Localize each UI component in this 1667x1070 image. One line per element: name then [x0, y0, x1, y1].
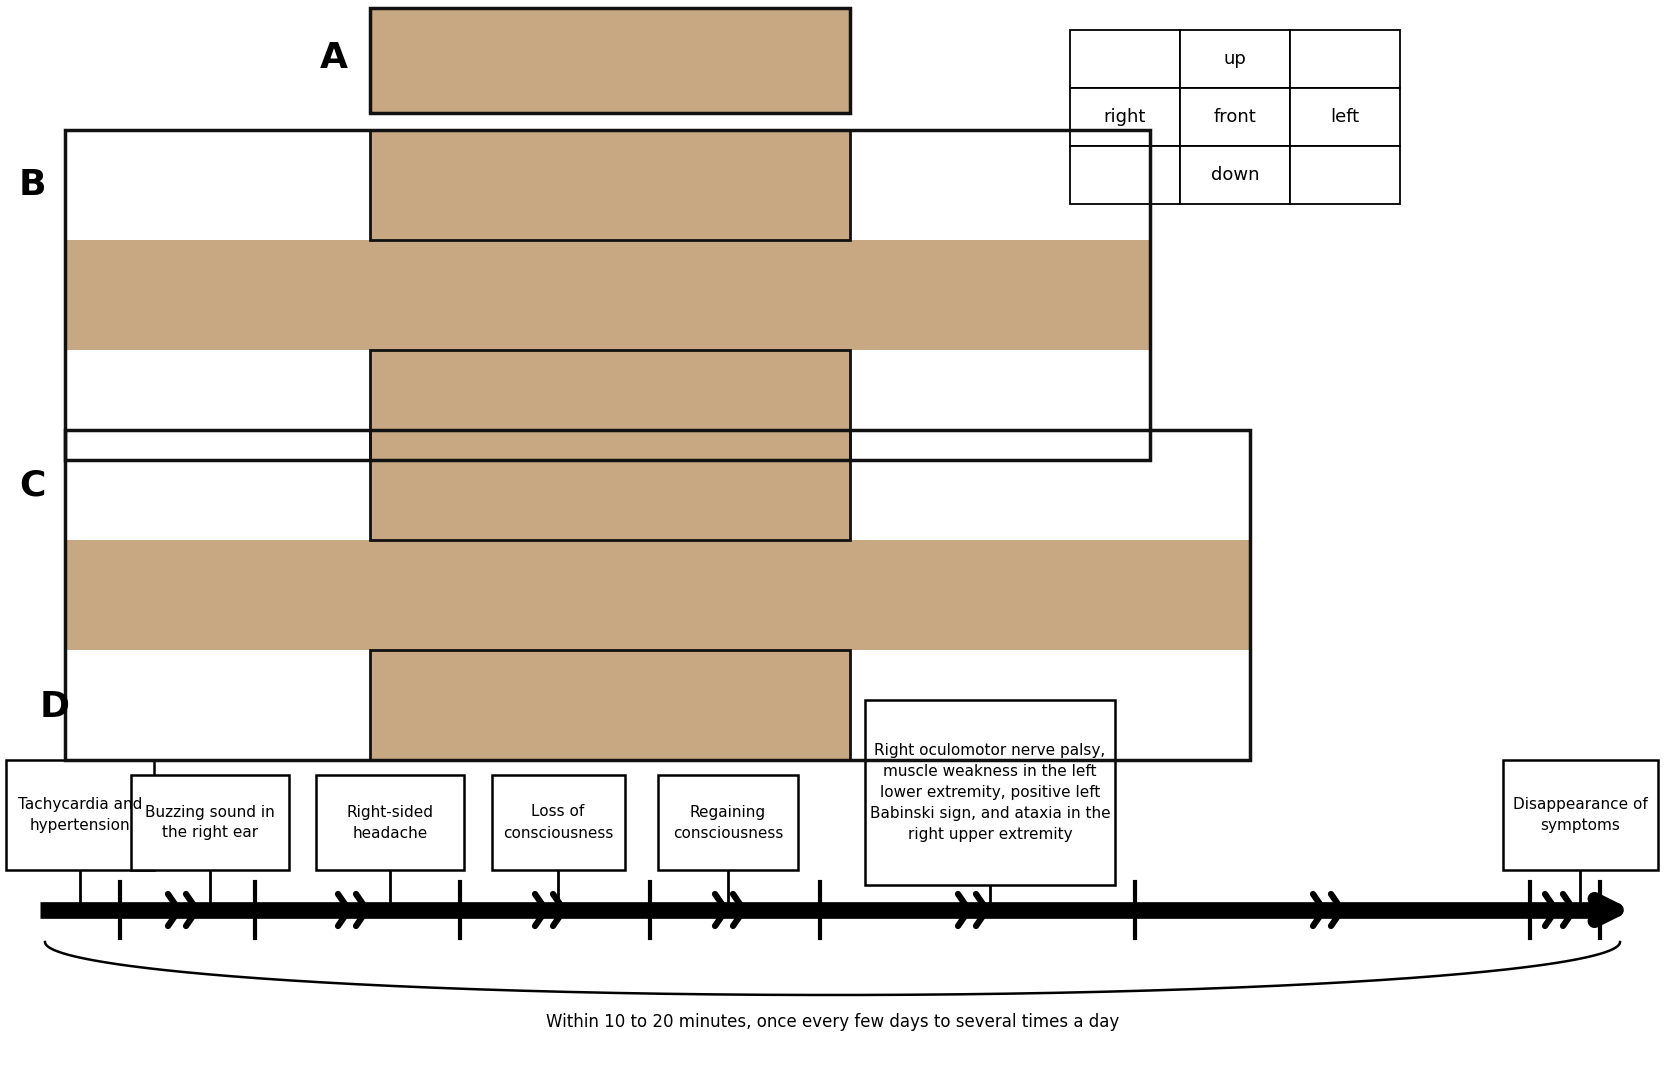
Bar	[370, 649, 850, 760]
Bar	[65, 430, 1250, 760]
Bar	[658, 775, 798, 870]
Bar	[317, 775, 463, 870]
Bar	[370, 430, 850, 540]
Bar	[370, 350, 850, 460]
Bar	[370, 540, 850, 649]
Bar	[370, 430, 850, 540]
Text: Disappearance of
symptoms: Disappearance of symptoms	[1512, 797, 1647, 834]
Text: Right-sided
headache: Right-sided headache	[347, 805, 433, 841]
Bar	[1290, 146, 1400, 204]
Text: front: front	[1214, 108, 1257, 126]
Text: Tachycardia and
hypertension: Tachycardia and hypertension	[18, 797, 142, 834]
Text: right: right	[1104, 108, 1147, 126]
Text: up: up	[1224, 50, 1247, 68]
Bar	[7, 760, 153, 870]
Bar	[1070, 88, 1180, 146]
Bar	[370, 129, 850, 240]
Text: A: A	[320, 41, 348, 75]
Bar	[1290, 30, 1400, 88]
Text: Regaining
consciousness: Regaining consciousness	[673, 805, 783, 841]
Text: left: left	[1330, 108, 1360, 126]
Bar	[370, 240, 850, 350]
Bar	[370, 649, 850, 760]
Text: down: down	[1210, 166, 1259, 184]
Bar	[850, 240, 1150, 350]
Bar	[1070, 30, 1180, 88]
Bar	[1180, 88, 1290, 146]
Text: Loss of
consciousness: Loss of consciousness	[503, 805, 613, 841]
Bar	[1290, 88, 1400, 146]
Bar	[865, 700, 1115, 885]
Text: Right oculomotor nerve palsy,
muscle weakness in the left
lower extremity, posit: Right oculomotor nerve palsy, muscle wea…	[870, 743, 1110, 842]
Bar	[1502, 760, 1657, 870]
Bar	[370, 129, 850, 240]
Bar	[132, 775, 288, 870]
Bar	[850, 540, 1250, 649]
Bar	[1180, 146, 1290, 204]
Bar	[65, 129, 1150, 460]
Bar	[65, 240, 370, 350]
Bar	[1180, 30, 1290, 88]
Bar	[65, 540, 370, 649]
Bar	[492, 775, 625, 870]
Text: B: B	[18, 168, 47, 202]
Bar	[1070, 146, 1180, 204]
Bar	[370, 7, 850, 113]
Text: Within 10 to 20 minutes, once every few days to several times a day: Within 10 to 20 minutes, once every few …	[545, 1013, 1119, 1031]
Text: C: C	[20, 468, 47, 502]
Text: D: D	[40, 690, 70, 724]
Text: Buzzing sound in
the right ear: Buzzing sound in the right ear	[145, 805, 275, 841]
Bar	[370, 350, 850, 460]
